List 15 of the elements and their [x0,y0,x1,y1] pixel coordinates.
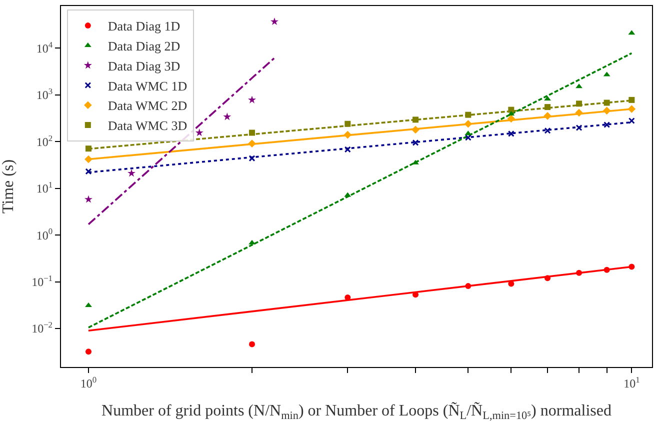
y-tick-label: 10$^{4}$ [36,40,54,56]
legend-label: Data WMC 2D [108,98,188,114]
y-tick-label: 10$^{3}$ [36,87,52,102]
y-axis-title: Time (s) [0,159,17,214]
y-tick-label: 10$^{−1}$ [32,274,52,289]
legend-label: Data Diag 3D [108,58,180,74]
legend-label: Data Diag 2D [108,38,180,54]
legend-label: Data WMC 3D [108,118,188,134]
y-tick-label: 10$^{2}$ [36,134,52,149]
x-axis-title: Number of grid points (N/N$_{min}$) or Number of Loops (Ñ$_{L}$/Ñ$_{L,min=10⁵}$) normalised [102,402,612,422]
y-tick-label: 10$^{−2}$ [32,320,52,336]
legend-label: Data WMC 1D [108,78,188,94]
legend-label: Data Diag 1D [108,18,180,34]
y-tick-label: 10$^{0}$ [36,227,52,242]
y-tick-label: 10$^{1}$ [36,180,52,196]
